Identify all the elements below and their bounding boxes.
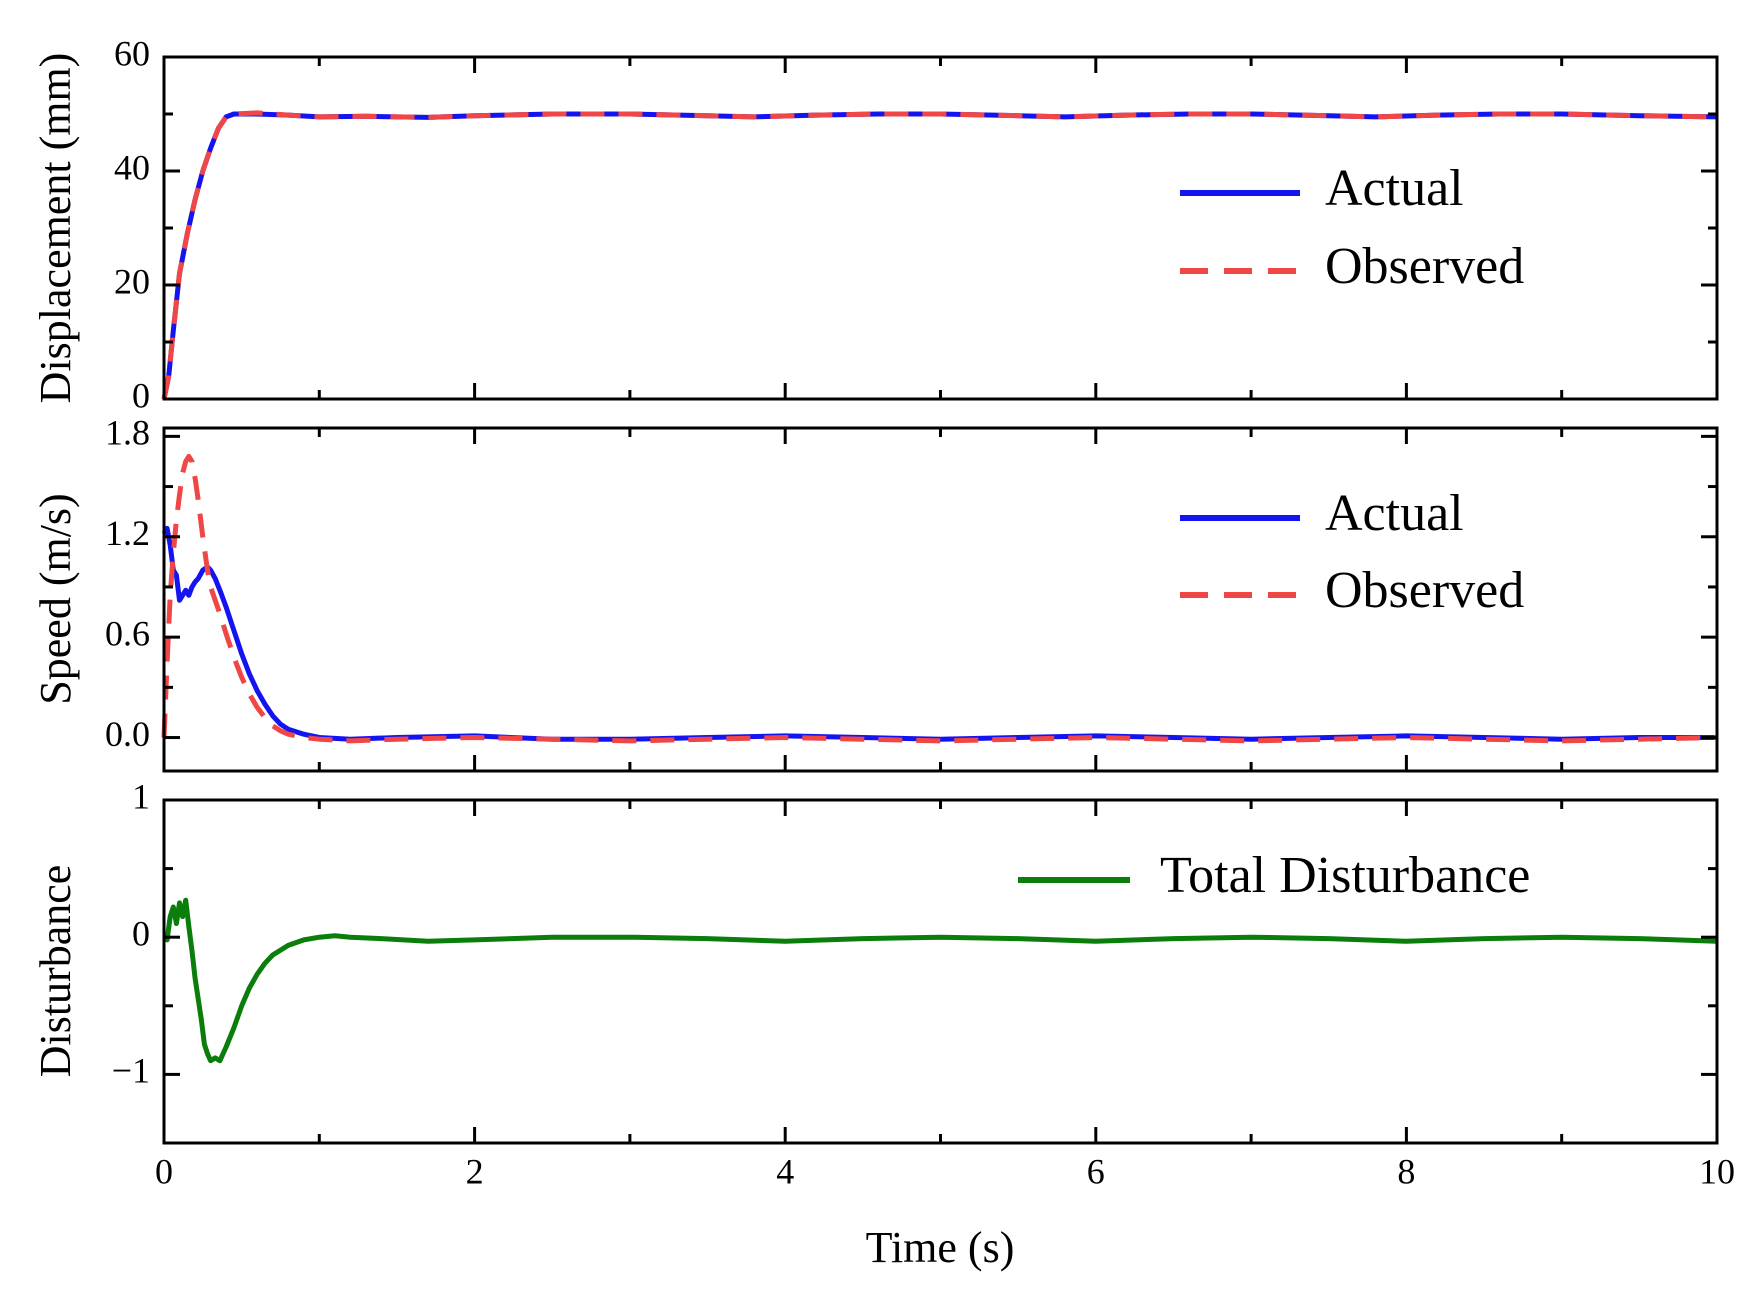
- legend-label-observed: Observed: [1325, 238, 1524, 295]
- legend-label-total-disturbance: Total Disturbance: [1160, 847, 1530, 904]
- speed-legend: Actual Observed: [1180, 485, 1524, 619]
- x-tick-label: 0: [155, 1151, 173, 1191]
- speed-panel: 0.0 0.6 1.2 1.8 Speed (m/s) Actual Observed: [31, 413, 1719, 773]
- displacement-y-tick-label: 0: [132, 375, 150, 415]
- legend-label-actual: Actual: [1325, 485, 1464, 542]
- x-tick-label: 6: [1087, 1151, 1105, 1191]
- displacement-y-tick-label: 60: [114, 33, 150, 73]
- speed-y-axis-title: Speed (m/s): [31, 493, 80, 704]
- displacement-series-observed: [161, 110, 1718, 400]
- x-tick-label: 2: [466, 1151, 484, 1191]
- x-axis-title: Time (s): [866, 1223, 1015, 1272]
- x-tick-label: 8: [1397, 1151, 1415, 1191]
- x-tick-label: 4: [776, 1151, 794, 1191]
- displacement-legend: Actual Observed: [1180, 160, 1524, 295]
- x-tick-label: 10: [1699, 1151, 1735, 1191]
- disturbance-legend: Total Disturbance: [1018, 847, 1530, 904]
- disturbance-y-axis-title: Disturbance: [31, 865, 80, 1078]
- displacement-plot-frame: [162, 55, 1719, 401]
- speed-y-tick-label: 0.6: [105, 613, 150, 653]
- disturbance-y-tick-label: 0: [132, 913, 150, 953]
- displacement-y-tick-label: 20: [114, 261, 150, 301]
- speed-series-observed: [161, 453, 1718, 744]
- legend-label-observed: Observed: [1325, 562, 1524, 619]
- displacement-y-tick-label: 40: [114, 147, 150, 187]
- disturbance-series-total-disturbance: [162, 897, 1718, 1064]
- displacement-y-axis-title: Displacement (mm): [31, 53, 80, 404]
- disturbance-y-tick-label: 1: [132, 776, 150, 816]
- speed-series-actual: [161, 525, 1717, 742]
- disturbance-y-tick-label: −1: [112, 1051, 150, 1091]
- speed-y-tick-label: 0.0: [105, 714, 150, 754]
- displacement-panel: 0 20 40 60 Displacement (mm) Actual Observe…: [31, 33, 1719, 415]
- speed-y-tick-label: 1.2: [105, 513, 150, 553]
- legend-label-actual: Actual: [1325, 160, 1464, 217]
- speed-y-tick-label: 1.8: [105, 413, 150, 453]
